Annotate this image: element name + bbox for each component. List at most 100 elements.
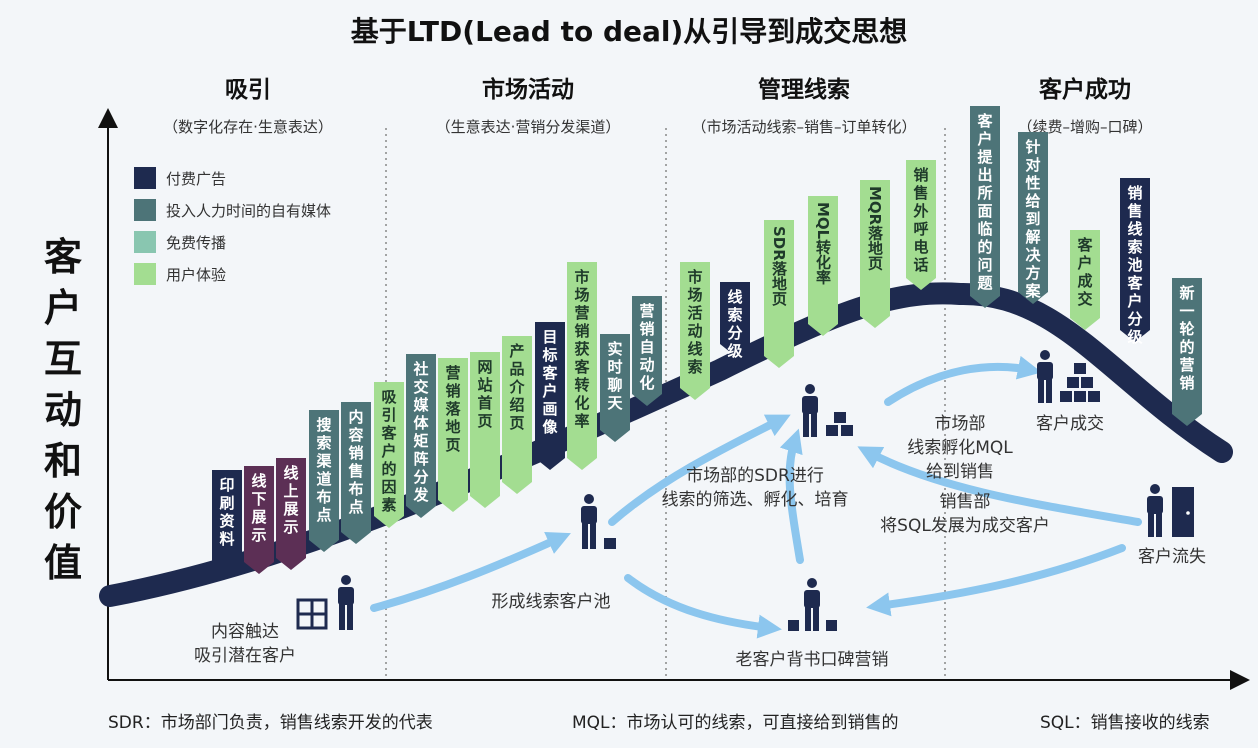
stage-name: 市场活动 bbox=[482, 77, 574, 103]
tag-label: 吸引客户的因素 bbox=[381, 388, 397, 514]
legend-swatch bbox=[134, 263, 156, 285]
tag-pennant bbox=[244, 466, 274, 574]
person-icon-deal bbox=[1037, 350, 1100, 403]
footnote-sdr: SDR：市场部门负责，销售线索开发的代表 bbox=[108, 713, 433, 733]
tag-label: 针对性给到解决方案 bbox=[1025, 138, 1041, 300]
tag-pennant bbox=[341, 402, 371, 544]
label-mql: 市场部 线索孵化MQL 给到销售 bbox=[907, 414, 1013, 482]
tag-label: 线索分级 bbox=[727, 288, 743, 360]
label-referral: 老客户背书口碑营销 bbox=[735, 650, 889, 670]
tag-label: 线上展示 bbox=[283, 464, 299, 536]
tag-pennant bbox=[680, 262, 710, 400]
arrow-pool-to-sdr bbox=[608, 414, 791, 526]
arrow-touch-to-pool bbox=[370, 531, 571, 612]
tag-pennant bbox=[406, 354, 436, 518]
tag-pennant bbox=[860, 180, 890, 328]
y-axis-label: 客户互动和价值 bbox=[43, 235, 82, 585]
tag-pennant bbox=[470, 352, 500, 508]
tag-pennant bbox=[808, 196, 838, 336]
arrow-churn-to-sdr bbox=[857, 446, 1142, 526]
legend-swatch bbox=[134, 231, 156, 253]
stage-leads: 管理线索 （市场活动线索–销售–订单转化） bbox=[674, 70, 934, 137]
tag-label: 产品介绍页 bbox=[509, 342, 525, 432]
label-sdr: 市场部的SDR进行 线索的筛选、孵化、培育 bbox=[661, 466, 849, 510]
tag-pennant bbox=[438, 358, 468, 512]
person-icon-pool bbox=[581, 494, 616, 549]
arrow-pool-to-referral bbox=[624, 574, 782, 639]
tag-label: 销售线索池客户分级 bbox=[1127, 184, 1143, 346]
diagram-title: 基于LTD(Lead to deal)从引导到成交思想 bbox=[350, 15, 908, 48]
tag-pennant bbox=[567, 262, 597, 470]
tag-pennant bbox=[1120, 178, 1150, 342]
legend-label: 用户体验 bbox=[166, 265, 227, 284]
arrow-referral-to-sdr bbox=[779, 428, 804, 564]
stage-success: 客户成功 （续费–增购–口碑） bbox=[955, 70, 1215, 137]
tag-label: 市场营销获客转化率 bbox=[574, 268, 590, 430]
stage-subtitle: （市场活动线索–销售–订单转化） bbox=[691, 118, 917, 136]
tag-label: 市场活动线索 bbox=[687, 268, 703, 376]
window-icon bbox=[296, 598, 328, 630]
legend-item-free: 免费传播 bbox=[134, 231, 226, 253]
stage-subtitle: （数字化存在·生意表达） bbox=[163, 118, 333, 136]
tag-label: 目标客户画像 bbox=[542, 328, 558, 436]
stage-subtitle: （续费–增购–口碑） bbox=[1017, 118, 1153, 136]
stage-name: 管理线索 bbox=[758, 77, 850, 103]
tag-pennant bbox=[906, 160, 936, 290]
tag-pennant bbox=[1018, 132, 1048, 304]
footnote-sql: SQL：销售接收的线索 bbox=[1040, 713, 1210, 733]
label-lead-pool: 形成线索客户池 bbox=[491, 592, 611, 612]
tag-pennant bbox=[535, 322, 565, 470]
tag-label: 社交媒体矩阵分发 bbox=[413, 360, 429, 504]
tag-pennant bbox=[502, 336, 532, 494]
person-icon-touch bbox=[338, 575, 354, 630]
footnote-mql: MQL：市场认可的线索，可直接给到销售的 bbox=[572, 713, 899, 733]
tag-pennant bbox=[276, 458, 306, 570]
tag-label: 线下展示 bbox=[251, 472, 267, 544]
tag-label: SDR落地页 bbox=[770, 226, 788, 306]
tag-pennant bbox=[600, 334, 630, 442]
tag-label: 营销落地页 bbox=[445, 364, 461, 454]
stage-marketing: 市场活动 （生意表达·营销分发渠道） bbox=[398, 70, 658, 137]
label-sales: 销售部 将SQL发展为成交客户 bbox=[880, 492, 1050, 536]
stage-attract: 吸引 （数字化存在·生意表达） bbox=[118, 70, 378, 137]
tag-pennant bbox=[1172, 278, 1202, 426]
legend-label: 投入人力时间的自有媒体 bbox=[166, 201, 332, 220]
arrow-churn-to-referral bbox=[866, 544, 1126, 617]
stage-name: 客户成功 bbox=[1039, 77, 1131, 103]
legend-item-experience: 用户体验 bbox=[134, 263, 226, 285]
tag-pennant bbox=[374, 382, 404, 528]
label-deal: 客户成交 bbox=[1036, 414, 1104, 434]
legend-swatch bbox=[134, 167, 156, 189]
tag-label: 实时聊天 bbox=[607, 340, 623, 412]
tag-label: MQR落地页 bbox=[866, 186, 884, 271]
tag-pennant bbox=[720, 282, 750, 356]
tag-label: 印刷资料 bbox=[219, 476, 235, 548]
tag-pennant bbox=[970, 106, 1000, 308]
tag-pennant bbox=[1070, 230, 1100, 330]
person-icon-churn bbox=[1147, 484, 1194, 537]
label-churn: 客户流失 bbox=[1138, 547, 1206, 567]
tag-pennant bbox=[632, 296, 662, 406]
tag-label: 营销自动化 bbox=[639, 302, 655, 392]
legend-item-paid: 付费广告 bbox=[134, 167, 226, 189]
legend-label: 免费传播 bbox=[166, 233, 227, 252]
tag-label: 客户提出所面临的问题 bbox=[977, 112, 993, 292]
tag-label: 新一轮的营销 bbox=[1179, 284, 1195, 392]
person-icon-sdr bbox=[802, 384, 853, 437]
legend-swatch bbox=[134, 199, 156, 221]
legend-item-owned: 投入人力时间的自有媒体 bbox=[134, 199, 331, 221]
tag-pennant bbox=[764, 220, 794, 368]
tag-label: 客户成交 bbox=[1077, 236, 1093, 308]
arrow-sdr-to-deal bbox=[884, 355, 1042, 406]
tag-pennant bbox=[309, 410, 339, 552]
tag-pennant bbox=[212, 470, 242, 574]
tag-label: 销售外呼电话 bbox=[913, 166, 929, 274]
tag-label: 网站首页 bbox=[477, 358, 493, 430]
stage-name: 吸引 bbox=[225, 77, 271, 103]
tag-label: 内容销售布点 bbox=[348, 408, 364, 516]
stage-subtitle: （生意表达·营销分发渠道） bbox=[435, 118, 621, 136]
tag-label: 搜索渠道布点 bbox=[316, 416, 332, 524]
label-content-touch: 内容触达 吸引潜在客户 bbox=[194, 622, 296, 666]
legend-label: 付费广告 bbox=[166, 169, 227, 188]
